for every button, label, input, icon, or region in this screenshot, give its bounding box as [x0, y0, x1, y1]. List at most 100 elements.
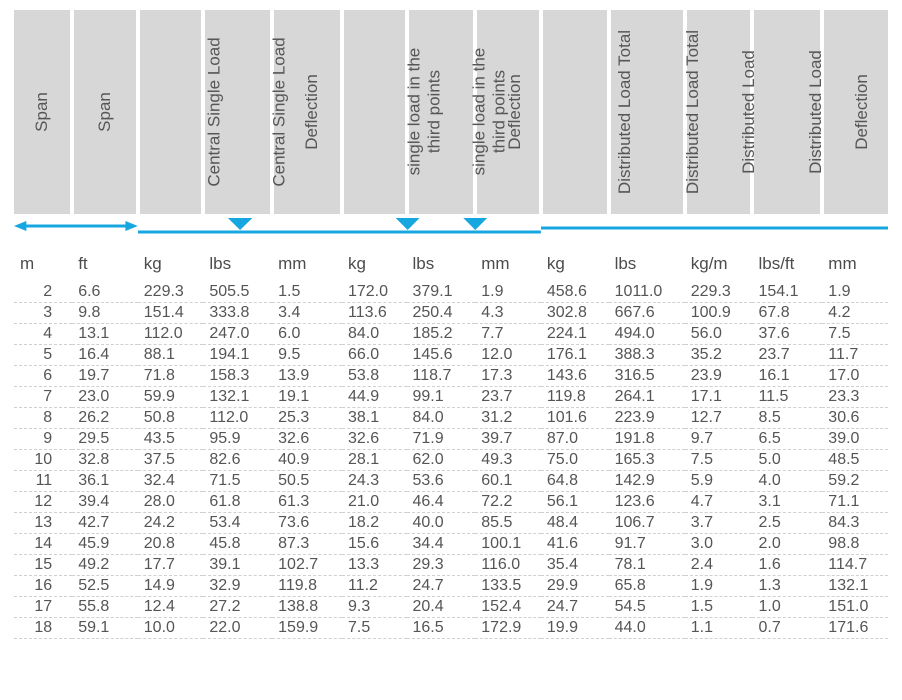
cell: 7: [14, 387, 72, 408]
table-row: 39.8151.4333.83.4113.6250.44.3302.8667.6…: [14, 303, 888, 324]
cell: 39.7: [475, 429, 541, 450]
cell: 1.5: [272, 282, 342, 303]
load-table: SpanSpanCentral Single LoadCentral Singl…: [14, 10, 888, 639]
cell: 2.5: [752, 513, 822, 534]
cell: 19.1: [272, 387, 342, 408]
cell: 99.1: [407, 387, 476, 408]
cell: 66.0: [342, 345, 407, 366]
col-header-2: Central Single Load: [138, 10, 204, 214]
cell: 18.2: [342, 513, 407, 534]
cell: 59.9: [138, 387, 204, 408]
cell: 116.0: [475, 555, 541, 576]
cell: 6.6: [72, 282, 138, 303]
cell: 56.1: [541, 492, 609, 513]
cell: 114.7: [822, 555, 888, 576]
cell: 32.4: [138, 471, 204, 492]
cell: 132.1: [822, 576, 888, 597]
cell: 27.2: [203, 597, 272, 618]
cell: 29.3: [407, 555, 476, 576]
cell: 4: [14, 324, 72, 345]
cell: 224.1: [541, 324, 609, 345]
table-row: 1032.837.582.640.928.162.049.375.0165.37…: [14, 450, 888, 471]
cell: 26.2: [72, 408, 138, 429]
cell: 44.9: [342, 387, 407, 408]
cell: 78.1: [609, 555, 685, 576]
cell: 30.6: [822, 408, 888, 429]
cell: 53.8: [342, 366, 407, 387]
cell: 60.1: [475, 471, 541, 492]
cell: 123.6: [609, 492, 685, 513]
cell: 4.0: [752, 471, 822, 492]
cell: 667.6: [609, 303, 685, 324]
table-row: 1342.724.253.473.618.240.085.548.4106.73…: [14, 513, 888, 534]
cell: 158.3: [203, 366, 272, 387]
cell: 7.5: [342, 618, 407, 639]
cell: 3.4: [272, 303, 342, 324]
unit-label-0: m: [14, 238, 72, 282]
cell: 113.6: [342, 303, 407, 324]
cell: 54.5: [609, 597, 685, 618]
cell: 24.2: [138, 513, 204, 534]
cell: 112.0: [138, 324, 204, 345]
cell: 165.3: [609, 450, 685, 471]
cell: 64.8: [541, 471, 609, 492]
cell: 59.1: [72, 618, 138, 639]
col-header-11: Distributed Load: [752, 10, 822, 214]
cell: 494.0: [609, 324, 685, 345]
cell: 88.1: [138, 345, 204, 366]
col-header-label: single load in the third points: [469, 32, 508, 192]
cell: 100.1: [475, 534, 541, 555]
col-header-label: Central Single Load: [270, 37, 290, 186]
cell: 250.4: [407, 303, 476, 324]
cell: 7.7: [475, 324, 541, 345]
cell: 39.1: [203, 555, 272, 576]
cell: 159.9: [272, 618, 342, 639]
cell: 24.3: [342, 471, 407, 492]
cell: 5.0: [752, 450, 822, 471]
cell: 24.7: [541, 597, 609, 618]
cell: 138.8: [272, 597, 342, 618]
cell: 49.3: [475, 450, 541, 471]
table-row: 1755.812.427.2138.89.320.4152.424.754.51…: [14, 597, 888, 618]
cell: 9: [14, 429, 72, 450]
cell: 20.8: [138, 534, 204, 555]
cell: 23.7: [752, 345, 822, 366]
cell: 45.8: [203, 534, 272, 555]
cell: 72.2: [475, 492, 541, 513]
cell: 247.0: [203, 324, 272, 345]
cell: 18: [14, 618, 72, 639]
cell: 43.5: [138, 429, 204, 450]
cell: 71.8: [138, 366, 204, 387]
cell: 32.9: [203, 576, 272, 597]
cell: 52.5: [72, 576, 138, 597]
cell: 3: [14, 303, 72, 324]
cell: 28.1: [342, 450, 407, 471]
cell: 62.0: [407, 450, 476, 471]
col-header-label: Distributed Load Total: [615, 30, 635, 194]
col-header-label: Central Single Load: [204, 37, 224, 186]
cell: 14.9: [138, 576, 204, 597]
cell: 13: [14, 513, 72, 534]
cell: 75.0: [541, 450, 609, 471]
cell: 379.1: [407, 282, 476, 303]
cell: 4.3: [475, 303, 541, 324]
cell: 23.7: [475, 387, 541, 408]
cell: 1.1: [685, 618, 753, 639]
cell: 71.5: [203, 471, 272, 492]
cell: 91.7: [609, 534, 685, 555]
table-row: 619.771.8158.313.953.8118.717.3143.6316.…: [14, 366, 888, 387]
cell: 39.4: [72, 492, 138, 513]
cell: 6.5: [752, 429, 822, 450]
cell: 7.5: [822, 324, 888, 345]
cell: 17.7: [138, 555, 204, 576]
cell: 34.4: [407, 534, 476, 555]
cell: 40.9: [272, 450, 342, 471]
cell: 3.0: [685, 534, 753, 555]
col-header-label: Distributed Load: [806, 50, 826, 174]
unit-label-10: kg/m: [685, 238, 753, 282]
cell: 37.6: [752, 324, 822, 345]
col-header-label: single load in the third points: [404, 32, 443, 192]
cell: 48.5: [822, 450, 888, 471]
table-row: 1652.514.932.9119.811.224.7133.529.965.8…: [14, 576, 888, 597]
cell: 85.5: [475, 513, 541, 534]
